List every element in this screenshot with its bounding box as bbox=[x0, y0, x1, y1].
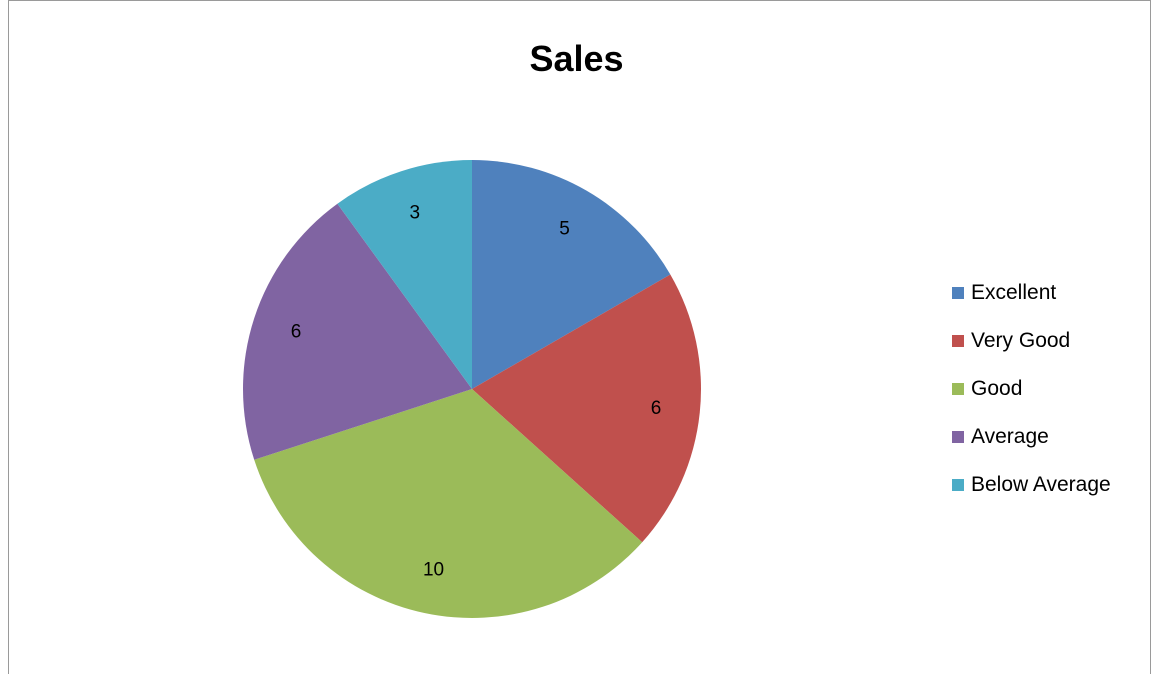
data-label-very-good: 6 bbox=[651, 398, 662, 419]
legend-item: Below Average bbox=[952, 473, 1111, 497]
legend-item: Good bbox=[952, 377, 1111, 401]
data-label-good: 10 bbox=[423, 559, 444, 580]
legend-swatch bbox=[952, 287, 964, 299]
legend-item: Average bbox=[952, 425, 1111, 449]
data-label-excellent: 5 bbox=[559, 218, 570, 239]
pie-slice-excellent bbox=[472, 160, 671, 389]
legend-label: Average bbox=[971, 425, 1049, 448]
legend-item: Very Good bbox=[952, 329, 1111, 353]
legend-label: Below Average bbox=[971, 473, 1111, 496]
chart-title: Sales bbox=[529, 38, 624, 79]
legend-label: Very Good bbox=[971, 329, 1071, 352]
pie-slice-good bbox=[254, 389, 643, 618]
legend-swatch bbox=[952, 431, 964, 443]
legend-swatch bbox=[952, 479, 964, 491]
legend-label: Excellent bbox=[971, 281, 1057, 304]
pie-slice-very-good bbox=[472, 274, 701, 543]
data-label-average: 6 bbox=[291, 321, 302, 342]
legend-swatch bbox=[952, 383, 964, 395]
pie-slice-average bbox=[243, 203, 472, 460]
data-label-below-average: 3 bbox=[410, 203, 421, 224]
pie-slice-below-average bbox=[337, 160, 472, 389]
legend-item: Excellent bbox=[952, 281, 1111, 305]
legend: Excellent Very Good Good Average Below Avera… bbox=[952, 281, 1111, 521]
legend-swatch bbox=[952, 335, 964, 347]
legend-label: Good bbox=[971, 377, 1023, 400]
